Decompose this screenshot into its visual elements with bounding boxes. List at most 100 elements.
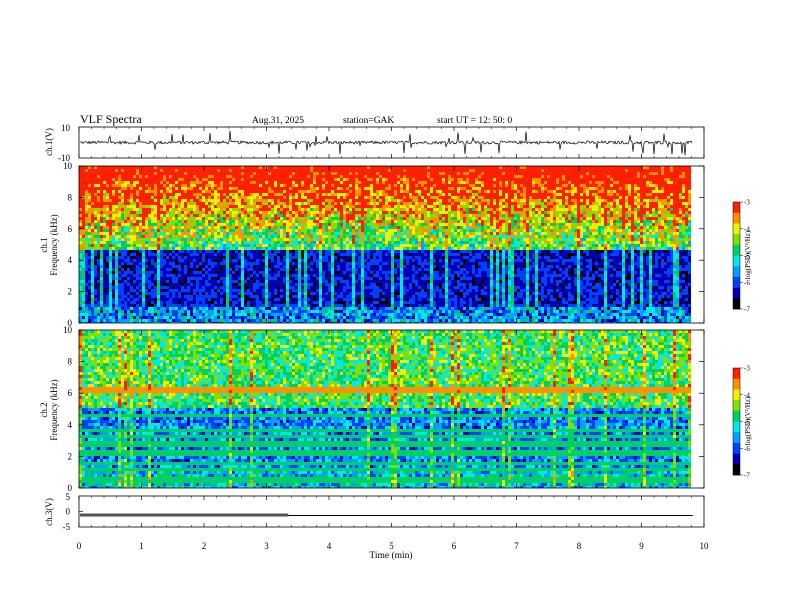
- spectrogram-cell: [280, 268, 283, 271]
- spectrogram-cell: [334, 319, 337, 322]
- spectrogram-cell: [349, 223, 352, 226]
- spectrogram-cell: [175, 295, 178, 298]
- spectrogram-cell: [109, 220, 112, 223]
- spectrogram-cell: [112, 226, 115, 229]
- spectrogram-cell: [94, 289, 97, 292]
- spectrogram-cell: [292, 307, 295, 310]
- ch1-ytick-label: -10: [58, 153, 70, 163]
- spectrogram-cell: [355, 313, 358, 316]
- spectrogram-cell: [223, 211, 226, 214]
- spectrogram-cell: [331, 223, 334, 226]
- spectrogram-cell: [355, 229, 358, 232]
- spectrogram-cell: [319, 253, 322, 256]
- spectrogram-cell: [142, 304, 145, 307]
- spectrogram-cell: [250, 268, 253, 271]
- spectrogram-cell: [199, 175, 202, 178]
- spectrogram-cell: [163, 292, 166, 295]
- spectrogram-cell: [169, 199, 172, 202]
- spectrogram-cell: [253, 202, 256, 205]
- spectrogram-cell: [241, 289, 244, 292]
- spectrogram-cell: [226, 289, 229, 292]
- spectrogram-cell: [325, 193, 328, 196]
- spectrogram-cell: [265, 307, 268, 310]
- spectrogram-cell: [274, 181, 277, 184]
- spectrogram-cell: [127, 283, 130, 286]
- spectrogram-cell: [337, 286, 340, 289]
- spectrogram-cell: [169, 295, 172, 298]
- spectrogram-cell: [196, 280, 199, 283]
- spectrogram-cell: [286, 319, 289, 322]
- spectrogram-cell: [127, 307, 130, 310]
- spectrogram-cell: [100, 178, 103, 181]
- spectrogram-cell: [184, 199, 187, 202]
- spectrogram-cell: [292, 196, 295, 199]
- spectrogram-cell: [268, 301, 271, 304]
- spectrogram-cell: [97, 238, 100, 241]
- spectrogram-cell: [121, 235, 124, 238]
- spectrogram-cell: [283, 256, 286, 259]
- spectrogram-cell: [247, 214, 250, 217]
- spectrogram-cell: [223, 304, 226, 307]
- spectrogram-cell: [196, 178, 199, 181]
- spectrogram-cell: [136, 244, 139, 247]
- spectrogram-cell: [280, 217, 283, 220]
- spectrogram-cell: [349, 169, 352, 172]
- spectrogram-cell: [106, 193, 109, 196]
- spectrogram-cell: [202, 313, 205, 316]
- spectrogram-cell: [229, 214, 232, 217]
- spectrogram-cell: [352, 226, 355, 229]
- spectrogram-cell: [226, 304, 229, 307]
- spectrogram-cell: [349, 274, 352, 277]
- spectrogram-cell: [259, 181, 262, 184]
- spectrogram-cell: [223, 274, 226, 277]
- spectrogram-cell: [172, 277, 175, 280]
- spectrogram-cell: [322, 199, 325, 202]
- spectrogram-cell: [100, 226, 103, 229]
- spectrogram-cell: [142, 250, 145, 253]
- spectrogram-cell: [235, 292, 238, 295]
- spectrogram-cell: [253, 220, 256, 223]
- spectrogram-cell: [85, 238, 88, 241]
- spectrogram-cell: [358, 295, 361, 298]
- spectrogram-cell: [100, 262, 103, 265]
- spectrogram-cell: [118, 190, 121, 193]
- spectrogram-cell: [151, 208, 154, 211]
- spectrogram-cell: [91, 319, 94, 322]
- spectrogram-cell: [220, 196, 223, 199]
- spectrogram-cell: [226, 238, 229, 241]
- spectrogram-cell: [322, 247, 325, 250]
- spectrogram-cell: [103, 235, 106, 238]
- spectrogram-cell: [175, 205, 178, 208]
- spectrogram-cell: [259, 205, 262, 208]
- spectrogram-cell: [343, 295, 346, 298]
- spectrogram-cell: [223, 289, 226, 292]
- spectrogram-cell: [301, 265, 304, 268]
- spectrogram-cell: [274, 238, 277, 241]
- spectrogram-cell: [226, 229, 229, 232]
- spectrogram-cell: [82, 190, 85, 193]
- spectrogram-cell: [154, 187, 157, 190]
- spectrogram-cell: [184, 307, 187, 310]
- spectrogram-cell: [229, 208, 232, 211]
- spectrogram-cell: [250, 178, 253, 181]
- spectrogram-cell: [319, 196, 322, 199]
- spectrogram-cell: [286, 181, 289, 184]
- spectrogram-cell: [130, 322, 133, 323]
- spectrogram-cell: [148, 226, 151, 229]
- spectrogram-cell: [97, 229, 100, 232]
- spectrogram-cell: [331, 169, 334, 172]
- spectrogram-cell: [316, 208, 319, 211]
- spectrogram-cell: [145, 169, 148, 172]
- spectrogram-cell: [349, 175, 352, 178]
- spectrogram-cell: [172, 256, 175, 259]
- spectrogram-cell: [301, 247, 304, 250]
- spectrogram-cell: [106, 310, 109, 313]
- spectrogram-cell: [307, 319, 310, 322]
- spectrogram-cell: [232, 232, 235, 235]
- spectrogram-cell: [205, 229, 208, 232]
- spectrogram-cell: [316, 223, 319, 226]
- spectrogram-cell: [187, 208, 190, 211]
- spectrogram-cell: [244, 295, 247, 298]
- spectrogram-cell: [127, 187, 130, 190]
- spectrogram-cell: [250, 289, 253, 292]
